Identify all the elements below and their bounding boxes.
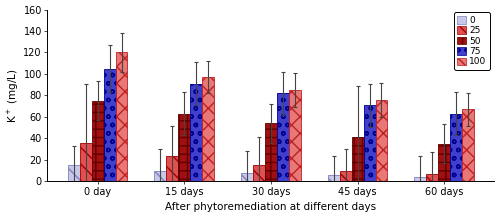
Bar: [289, 90, 301, 181]
Bar: [154, 171, 166, 181]
Bar: [426, 174, 438, 181]
Bar: [202, 77, 214, 181]
Bar: [190, 84, 202, 181]
Bar: [462, 109, 474, 181]
Bar: [178, 114, 190, 181]
Bar: [166, 156, 178, 181]
Bar: [414, 177, 426, 181]
Bar: [68, 165, 80, 181]
Bar: [352, 137, 364, 181]
Bar: [253, 165, 265, 181]
Bar: [92, 101, 104, 181]
Legend: 0, 25, 50, 75, 100: 0, 25, 50, 75, 100: [454, 12, 490, 70]
Bar: [116, 53, 128, 181]
Bar: [438, 144, 450, 181]
Bar: [364, 105, 376, 181]
X-axis label: After phytoremediation at different days: After phytoremediation at different days: [166, 203, 376, 213]
Bar: [241, 173, 253, 181]
Bar: [80, 143, 92, 181]
Bar: [450, 114, 462, 181]
Y-axis label: K$^+$ (mg/L): K$^+$ (mg/L): [6, 68, 20, 123]
Bar: [376, 100, 388, 181]
Bar: [104, 69, 116, 181]
Bar: [328, 175, 340, 181]
Bar: [277, 93, 289, 181]
Bar: [265, 123, 277, 181]
Bar: [340, 171, 351, 181]
